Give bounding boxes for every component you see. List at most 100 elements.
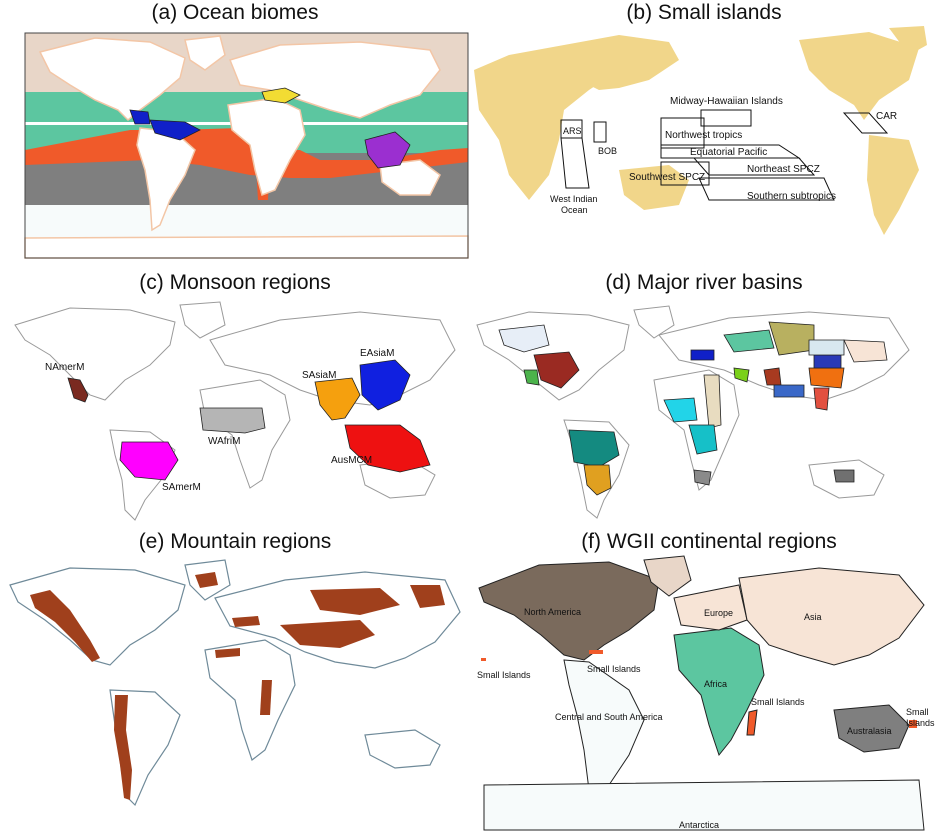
north-america-land: [799, 32, 919, 120]
greenland-land: [184, 35, 226, 71]
basin-ganges: [773, 384, 805, 398]
monsoon-wafrim: [199, 407, 266, 434]
label-wafrim: WAfriM: [208, 436, 240, 447]
label-northeast-spcz: Northeast SPCZ: [747, 164, 820, 175]
africa-eurasia-land: [474, 45, 619, 200]
basin-amazon: [568, 429, 620, 468]
basin-mekong: [813, 387, 830, 411]
basin-danube: [690, 349, 715, 361]
gulf-blue: [129, 109, 151, 125]
panel-title: (a) Ocean biomes: [151, 1, 319, 24]
south-america-land: [867, 135, 919, 235]
panel-title: (c) Monsoon regions: [139, 271, 331, 294]
panel-ocean-biomes: (a) Ocean biomes: [0, 0, 469, 270]
label-southwest-spcz: Southwest SPCZ: [629, 172, 705, 183]
basin-colorado: [523, 369, 540, 386]
basin-volga: [723, 329, 775, 353]
label-ausmcm: AusMCM: [331, 455, 372, 466]
panel-monsoon-regions: (c) Monsoon regions NAmerM SAsiaM EAsiaM…: [0, 270, 469, 535]
region-madagascar: [746, 709, 758, 736]
region-europe: [673, 584, 748, 631]
label-southern-subtropics: Southern subtropics: [747, 191, 836, 202]
mediterranean-yellow: [261, 87, 301, 104]
basin-amur: [843, 339, 888, 363]
basin-niger: [663, 397, 698, 423]
africa-land: [227, 97, 306, 196]
label-midway-hawaiian: Midway-Hawaiian Islands: [670, 96, 783, 107]
greenland-land: [889, 26, 927, 55]
asia-land: [564, 35, 679, 90]
australia-land: [619, 165, 689, 210]
region-antarctica: [483, 779, 925, 831]
monsoon-easiam: [359, 359, 411, 411]
label-central-south-america: Central and South America: [555, 712, 663, 722]
basin-nile: [703, 374, 722, 429]
region-asia: [738, 567, 925, 666]
north-america-outline: [14, 307, 176, 401]
label-small-east: Small: [906, 707, 929, 717]
label-west-indian: West Indian: [550, 194, 597, 204]
label-samerm: SAmerM: [162, 482, 201, 493]
region-northeast-spcz: [692, 157, 816, 176]
greenland-outline: [179, 301, 226, 339]
mountain-andes: [114, 695, 132, 800]
panel-mountain-regions: (e) Mountain regions: [0, 530, 469, 837]
basin-yangtze: [808, 367, 845, 389]
panel-title: (b) Small islands: [626, 1, 782, 24]
ocean-biomes-map: [24, 32, 469, 259]
north-america-outline: [9, 567, 186, 666]
basin-indus: [763, 367, 782, 386]
panel-river-basins: (d) Major river basins: [469, 270, 938, 535]
label-northwest-tropics: Northwest tropics: [665, 130, 742, 141]
region-greenland: [643, 555, 692, 597]
label-small-islands-indian: Small Islands: [751, 697, 805, 707]
basin-parana: [583, 464, 612, 496]
small-islands-pacific-west: [481, 658, 486, 661]
basin-tigris: [733, 367, 750, 383]
monsoon-sasiam: [314, 377, 361, 421]
eurasia-outline: [214, 571, 461, 669]
river-basins-map: [476, 305, 910, 519]
wgii-map: North America Europe Asia Small Islands …: [477, 555, 935, 831]
basin-mackenzie: [498, 324, 550, 353]
australia-land: [379, 159, 441, 196]
panel-title: (d) Major river basins: [605, 271, 803, 294]
label-namerm: NAmerM: [45, 362, 84, 373]
label-small-islands-pacific: Small Islands: [477, 670, 531, 680]
africa-outline: [199, 379, 291, 489]
eurasia-land: [228, 41, 441, 119]
label-ocean: Ocean: [561, 205, 588, 215]
panel-wgii-regions: (f) WGII continental regions North Ameri…: [469, 530, 938, 837]
region-africa: [673, 627, 765, 757]
label-europe: Europe: [704, 608, 733, 618]
basin-murray: [833, 469, 855, 483]
small-islands-map: Midway-Hawaiian Islands CAR ARS BOB Nort…: [474, 26, 927, 235]
region-central-south-america: [563, 659, 645, 803]
basin-congo: [688, 424, 718, 455]
label-bob: BOB: [598, 146, 617, 156]
basin-yellow: [813, 354, 842, 369]
mountain-rockies: [30, 590, 100, 662]
basin-lena: [808, 339, 845, 356]
label-equatorial-pacific: Equatorial Pacific: [690, 147, 767, 158]
region-west-indian: [560, 137, 590, 189]
australia-outline: [364, 729, 441, 769]
region-midway-hawaiian: [700, 109, 752, 127]
south-america-land: [136, 127, 196, 232]
map-frame: [24, 32, 469, 259]
eurasia-outline: [658, 311, 910, 401]
label-small-islands-caribbean: Small Islands: [587, 664, 641, 674]
region-bob: [593, 121, 607, 143]
mountain-greenland: [195, 572, 218, 588]
label-antarctica: Antarctica: [679, 820, 719, 830]
label-easiam: EAsiaM: [360, 348, 394, 359]
region-southwest-spcz: [660, 161, 710, 186]
mountain-atlas: [215, 648, 240, 658]
region-southern-subtropics: [698, 177, 835, 201]
mountain-east-africa: [260, 680, 272, 715]
region-northwest-tropics: [660, 117, 705, 149]
label-north-america: North America: [524, 607, 581, 617]
region-car: [842, 112, 889, 134]
small-islands-caribbean: [589, 650, 603, 654]
region-north-america: [478, 561, 660, 661]
